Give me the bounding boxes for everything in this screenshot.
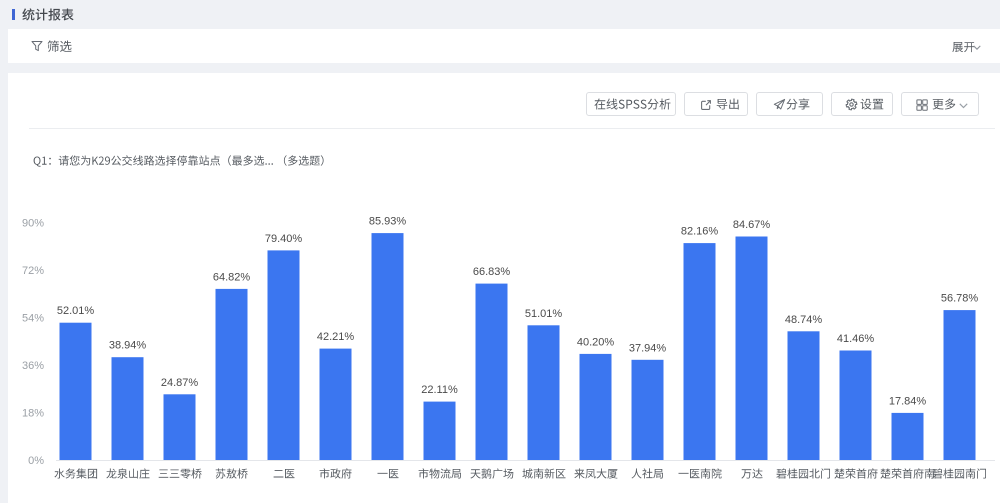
- svg-text:40.20%: 40.20%: [577, 336, 615, 348]
- svg-text:66.83%: 66.83%: [473, 266, 511, 278]
- svg-text:54%: 54%: [22, 312, 44, 324]
- svg-text:48.74%: 48.74%: [785, 314, 823, 326]
- svg-text:85.93%: 85.93%: [369, 216, 407, 228]
- svg-text:41.46%: 41.46%: [837, 333, 875, 345]
- svg-text:18%: 18%: [22, 407, 44, 419]
- svg-text:51.01%: 51.01%: [525, 308, 563, 320]
- svg-text:84.67%: 84.67%: [733, 219, 771, 231]
- svg-text:56.78%: 56.78%: [941, 293, 979, 305]
- svg-text:17.84%: 17.84%: [889, 395, 927, 407]
- svg-text:36%: 36%: [22, 360, 44, 372]
- svg-text:72%: 72%: [22, 265, 44, 277]
- svg-text:82.16%: 82.16%: [681, 226, 719, 238]
- svg-text:90%: 90%: [22, 217, 44, 229]
- svg-text:42.21%: 42.21%: [317, 331, 355, 343]
- svg-text:24.87%: 24.87%: [161, 377, 199, 389]
- svg-text:37.94%: 37.94%: [629, 342, 667, 354]
- svg-text:52.01%: 52.01%: [57, 305, 95, 317]
- svg-text:22.11%: 22.11%: [421, 384, 458, 396]
- svg-text:0%: 0%: [28, 455, 44, 467]
- svg-text:64.82%: 64.82%: [213, 271, 251, 283]
- svg-text:38.94%: 38.94%: [109, 340, 147, 352]
- svg-text:79.40%: 79.40%: [265, 233, 303, 245]
